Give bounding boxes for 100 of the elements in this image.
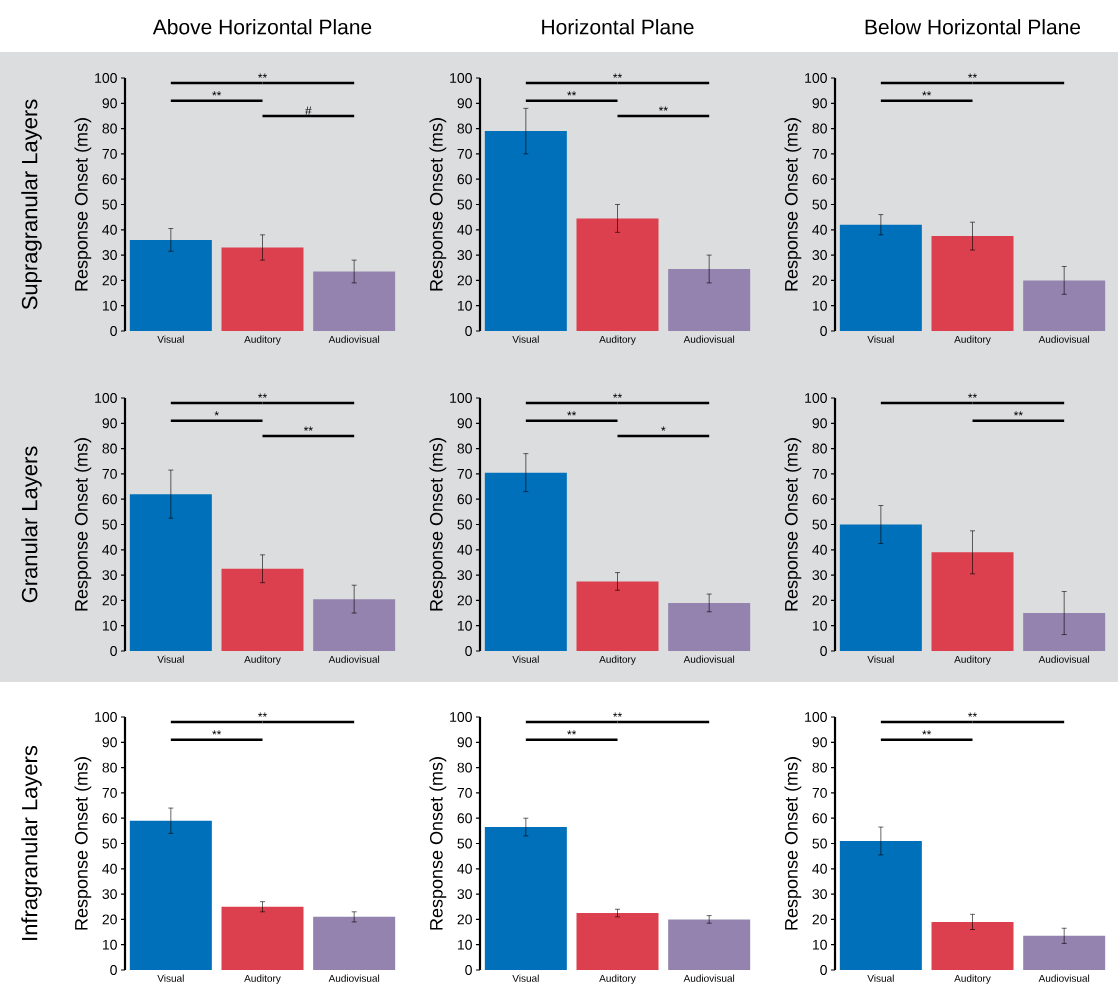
x-tick-label: Visual — [512, 974, 539, 982]
bar — [1023, 935, 1106, 970]
text: ** — [258, 393, 267, 398]
y-tick-label: 100 — [95, 393, 117, 403]
text: ** — [968, 393, 977, 398]
y-tick-label: 20 — [457, 595, 472, 606]
y-tick-label: 20 — [457, 275, 472, 286]
bar — [484, 472, 567, 651]
chart-title: Below Horizontal Plane — [865, 19, 1081, 35]
bar — [839, 840, 922, 970]
y-tick-label: 0 — [465, 965, 472, 975]
annotation: ** — [922, 730, 932, 735]
x-tick-label: Audiovisual — [1038, 335, 1090, 343]
y-tick-label: 0 — [820, 326, 827, 336]
y-axis-title: Response Onset (ms) — [784, 118, 802, 291]
x-tick-label: Visual — [867, 655, 894, 663]
y-tick-label: 40 — [812, 544, 827, 555]
annotation: ** — [567, 91, 577, 96]
annotation: # — [305, 106, 312, 115]
bar — [129, 494, 212, 651]
y-tick-label: 20 — [457, 914, 472, 925]
y-tick-label: 90 — [102, 98, 117, 109]
y-axis-title: Response Onset (ms) — [74, 118, 92, 291]
y-tick-label: 50 — [812, 199, 827, 210]
y-tick-label: 90 — [812, 418, 827, 429]
y-tick-label: 70 — [102, 468, 117, 479]
y-tick-label: 10 — [457, 939, 472, 950]
y-tick-label: 60 — [457, 494, 472, 505]
bar — [668, 919, 751, 970]
y-tick-label: 30 — [812, 250, 827, 261]
y-tick-label: 50 — [102, 199, 117, 210]
y-tick-label: 0 — [110, 326, 117, 336]
text: Supragranular Layers — [21, 99, 42, 310]
y-tick-label: 80 — [457, 443, 472, 454]
bar — [1023, 613, 1106, 651]
y-tick-label: 30 — [812, 889, 827, 900]
y-tick-label: 80 — [457, 762, 472, 773]
bar — [839, 224, 922, 331]
y-tick-label: 30 — [457, 889, 472, 900]
bar — [484, 131, 567, 331]
y-tick-label: 40 — [457, 224, 472, 235]
y-tick-label: 20 — [102, 595, 117, 606]
y-tick-label: 100 — [805, 73, 827, 83]
bar — [576, 581, 659, 651]
bar — [931, 552, 1014, 651]
y-tick-label: 60 — [812, 813, 827, 824]
bar — [221, 568, 304, 651]
x-tick-label: Auditory — [244, 655, 281, 665]
y-tick-label: 60 — [812, 494, 827, 505]
x-tick-label: Audiovisual — [328, 655, 380, 663]
y-tick-label: 60 — [102, 813, 117, 824]
annotation: ** — [567, 411, 577, 416]
x-tick-label: Visual — [867, 974, 894, 982]
y-tick-label: 70 — [812, 468, 827, 479]
y-tick-label: 100 — [450, 393, 472, 403]
bar — [931, 236, 1014, 331]
bar — [576, 913, 659, 970]
y-axis-title: Response Onset (ms) — [784, 757, 802, 930]
y-tick-label: 80 — [102, 123, 117, 134]
y-tick-label: 20 — [812, 914, 827, 925]
y-axis-title: Response Onset (ms) — [74, 757, 92, 930]
y-tick-label: 10 — [457, 300, 472, 311]
y-tick-label: 40 — [102, 544, 117, 555]
bar — [484, 827, 567, 970]
y-tick-label: 60 — [457, 813, 472, 824]
y-tick-label: 50 — [812, 838, 827, 849]
y-tick-label: 30 — [102, 250, 117, 261]
y-axis-title: Response Onset (ms) — [784, 438, 802, 611]
x-tick-label: Auditory — [599, 335, 636, 345]
y-tick-label: 100 — [95, 73, 117, 83]
x-tick-label: Audiovisual — [1038, 655, 1090, 663]
y-tick-label: 40 — [812, 224, 827, 235]
annotation: ** — [212, 730, 222, 735]
y-tick-label: 0 — [110, 965, 117, 975]
bar — [221, 247, 304, 331]
y-tick-label: 10 — [812, 620, 827, 631]
text: ** — [613, 73, 622, 78]
y-tick-label: 100 — [450, 73, 472, 83]
y-tick-label: 70 — [457, 148, 472, 159]
y-tick-label: 20 — [812, 595, 827, 606]
x-tick-label: Visual — [512, 655, 539, 663]
y-tick-label: 90 — [457, 98, 472, 109]
chart-title: Above Horizontal Plane — [152, 19, 372, 35]
y-tick-label: 30 — [812, 570, 827, 581]
text: Granular Layers — [21, 446, 42, 603]
y-tick-label: 90 — [457, 737, 472, 748]
y-tick-label: 80 — [812, 123, 827, 134]
y-tick-label: 60 — [812, 174, 827, 185]
y-tick-label: 90 — [457, 418, 472, 429]
x-tick-label: Audiovisual — [1038, 974, 1090, 982]
annotation: ** — [1013, 411, 1023, 416]
bar — [931, 921, 1014, 970]
text: ** — [968, 73, 977, 78]
bar — [668, 602, 751, 651]
y-tick-label: 70 — [457, 787, 472, 798]
text: ** — [258, 712, 267, 717]
y-tick-label: 20 — [102, 275, 117, 286]
bar — [129, 820, 212, 970]
y-tick-label: 10 — [457, 620, 472, 631]
x-tick-label: Visual — [867, 335, 894, 343]
